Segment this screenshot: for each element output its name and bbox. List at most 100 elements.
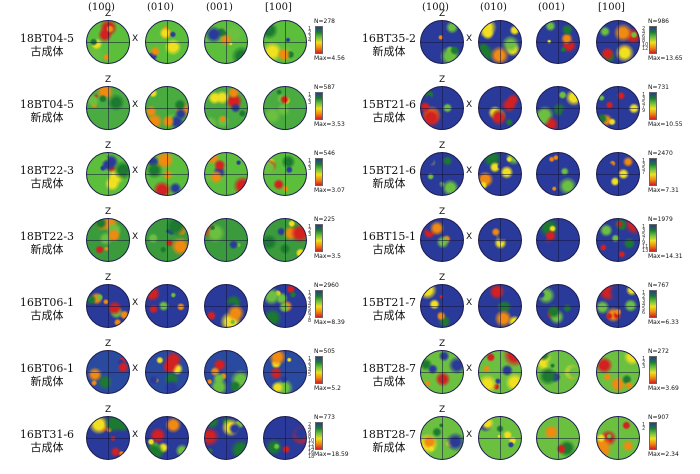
sample-label: 18BT28-7 古成体: [350, 362, 428, 388]
sample-label: 16BT06-1 古成体: [8, 296, 86, 322]
scale-tick: 5: [308, 372, 312, 378]
scale-ticks: 2 4 6 8 10 12 14 16 18: [308, 423, 315, 460]
scale-tick: 2: [642, 360, 646, 366]
sample-type: 古成体: [30, 177, 64, 190]
z-axis-label: Z: [105, 339, 112, 349]
stereonet-0: [86, 416, 130, 460]
n-count: N=2960: [314, 282, 339, 289]
scale-tick: 16: [308, 450, 315, 456]
scale-tick: 14: [308, 446, 315, 452]
scale-tick: 1: [308, 158, 312, 164]
n-count: N=505: [314, 348, 335, 355]
max-value: Max=5.2: [314, 385, 341, 392]
stereonet-0: [86, 86, 130, 130]
stereonet-1: [145, 218, 189, 262]
max-value: Max=7.31: [648, 187, 679, 194]
sample-id: 15BT21-7: [361, 296, 417, 309]
scale-tick: 13: [642, 248, 649, 254]
scale-tick: 6: [308, 430, 312, 436]
right-row-0: 16BT35-2 新成体 Z X N=986 2 4 6 8 10 12 Max=13.65: [0, 9, 700, 78]
sample-id: 18BT04-5: [19, 32, 75, 45]
stereonet-2: [536, 86, 580, 130]
stereonet-0: [420, 20, 464, 64]
right-header-0: (100): [422, 2, 449, 13]
scale-tick: 2: [308, 228, 312, 234]
stereonet-1: [478, 416, 522, 460]
right-header-1: (010): [480, 2, 507, 13]
z-axis-label: Z: [105, 207, 112, 217]
sample-type: 古成体: [30, 45, 64, 58]
stereonet-2: [536, 218, 580, 262]
left-row-6: 16BT31-6 古成体 Z X N=773 2 4 6 8 10 12 14 16 18 Max=18.5…: [0, 405, 700, 474]
stereonet-0: [420, 86, 464, 130]
stereonet-1: [145, 152, 189, 196]
x-axis-label: X: [132, 298, 139, 308]
scale-tick: 4: [308, 38, 312, 44]
scale-tick: 1: [642, 356, 646, 362]
n-count: N=986: [648, 18, 669, 25]
color-bar: [649, 92, 657, 120]
sample-label: 15BT21-6 古成体: [350, 98, 428, 124]
right-row-1: 15BT21-6 古成体 Z X N=731 1 3 5 7 9 Max=10.55: [0, 75, 700, 144]
sample-type: 古成体: [372, 243, 406, 256]
stereonet-0: [420, 416, 464, 460]
n-count: N=587: [314, 84, 335, 91]
sample-id: 16BT15-1: [361, 230, 417, 243]
color-bar: [649, 422, 657, 450]
sample-label: 18BT22-3 古成体: [8, 164, 86, 190]
scale-tick: 8: [308, 318, 312, 324]
z-axis-label: Z: [439, 405, 446, 415]
stereonet-0: [86, 350, 130, 394]
stereonet-1: [145, 86, 189, 130]
z-axis-label: Z: [439, 9, 446, 19]
sample-type: 新成体: [372, 441, 406, 454]
sample-type: 新成体: [30, 111, 64, 124]
scale-tick: 2: [308, 162, 312, 168]
scale-tick: 3: [308, 364, 312, 370]
color-bar: [315, 26, 323, 54]
max-value: Max=3.5: [314, 253, 341, 260]
x-axis-label: X: [466, 232, 473, 242]
stereonet-3: [596, 218, 640, 262]
scale-tick: 1: [308, 92, 312, 98]
scale-tick: 10: [642, 42, 649, 48]
stereonet-1: [145, 416, 189, 460]
scale-tick: 3: [308, 232, 312, 238]
sample-label: 18BT04-5 新成体: [8, 98, 86, 124]
max-value: Max=8.39: [314, 319, 345, 326]
stereonet-1: [478, 350, 522, 394]
stereonet-3: [596, 284, 640, 328]
sample-id: 18BT22-3: [19, 164, 75, 177]
max-value: Max=6.33: [648, 319, 679, 326]
scale-tick: 2: [308, 360, 312, 366]
scale-tick: 4: [642, 30, 646, 36]
stereonet-0: [420, 350, 464, 394]
sample-label: 18BT04-5 古成体: [8, 32, 86, 58]
right-row-2: 15BT21-6 新成体 Z X N=2470 1 3 5 7 Max=7.31: [0, 141, 700, 210]
scale-tick: 2: [308, 294, 312, 300]
z-axis-label: Z: [439, 273, 446, 283]
scale-tick: 18: [308, 454, 315, 460]
scale-tick: 2: [642, 26, 646, 32]
z-axis-label: Z: [105, 405, 112, 415]
stereonet-2: [536, 350, 580, 394]
n-count: N=2470: [648, 150, 673, 157]
scale-tick: 1: [642, 92, 646, 98]
scale-tick: 4: [308, 302, 312, 308]
scale-tick: 3: [308, 166, 312, 172]
sample-label: 16BT31-6 古成体: [8, 428, 86, 454]
sample-id: 15BT21-6: [361, 98, 417, 111]
scale-ticks: 1 3 5 7 9 11 13: [642, 225, 649, 254]
color-bar: [649, 224, 657, 252]
n-count: N=907: [648, 414, 669, 421]
sample-type: 古成体: [30, 309, 64, 322]
sample-label: 16BT15-1 古成体: [350, 230, 428, 256]
x-axis-label: X: [132, 34, 139, 44]
n-count: N=767: [648, 282, 669, 289]
stereonet-0: [86, 152, 130, 196]
stereonet-0: [86, 218, 130, 262]
scale-tick: 5: [308, 306, 312, 312]
x-axis-label: X: [466, 100, 473, 110]
stereonet-3: [263, 86, 307, 130]
